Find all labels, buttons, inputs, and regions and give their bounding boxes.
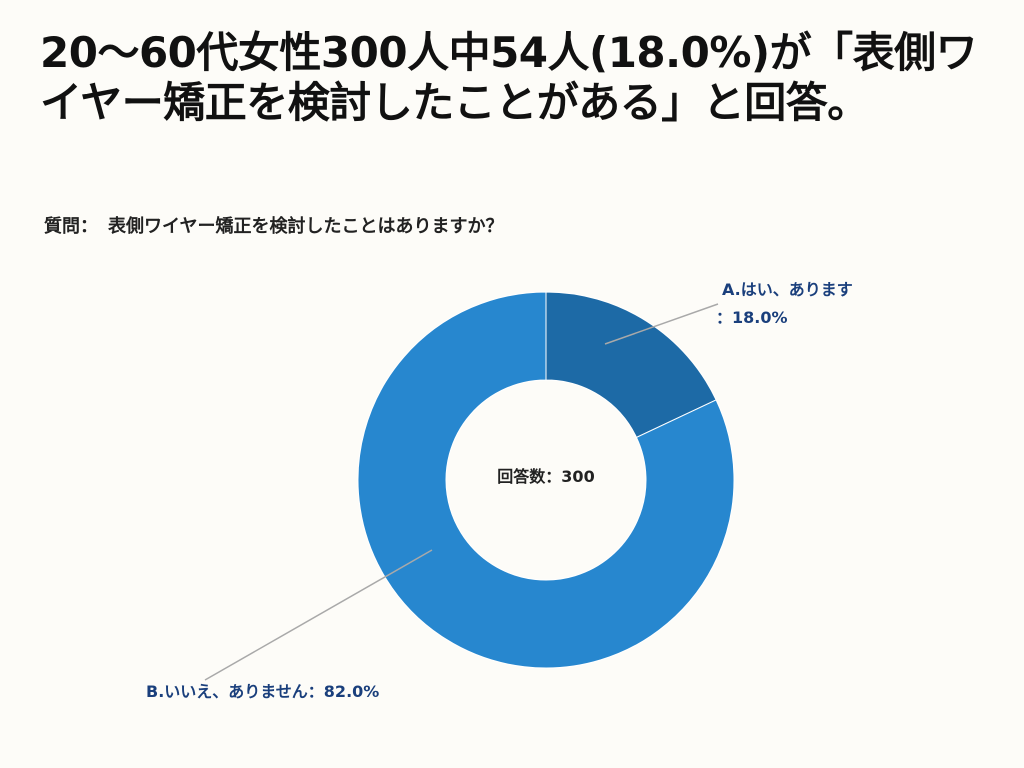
data-label-yes-name: A.はい、あります (722, 280, 853, 299)
data-label-no-value: ：82.0% (307, 682, 380, 701)
headline: 20〜60代女性300人中54人(18.0%)が「表側ワイヤー矯正を検討したこと… (40, 28, 978, 127)
data-label-no: B.いいえ、ありません：82.0% (146, 678, 379, 706)
slice-yes (545, 291, 717, 439)
leader-line-yes (604, 303, 719, 345)
data-label-yes: A.はい、あります ：18.0% (716, 276, 853, 332)
question: 質問： 表側ワイヤー矯正を検討したことはありますか？ (44, 212, 503, 238)
question-text: 表側ワイヤー矯正を検討したことはありますか？ (108, 216, 504, 237)
data-label-no-name: B.いいえ、ありません (146, 682, 308, 701)
center-label: 回答数：300 (497, 467, 595, 486)
question-prefix: 質問： (44, 216, 98, 237)
slice-no (357, 291, 735, 669)
leader-line-no (204, 549, 433, 681)
data-label-yes-value: ：18.0% (716, 308, 788, 327)
